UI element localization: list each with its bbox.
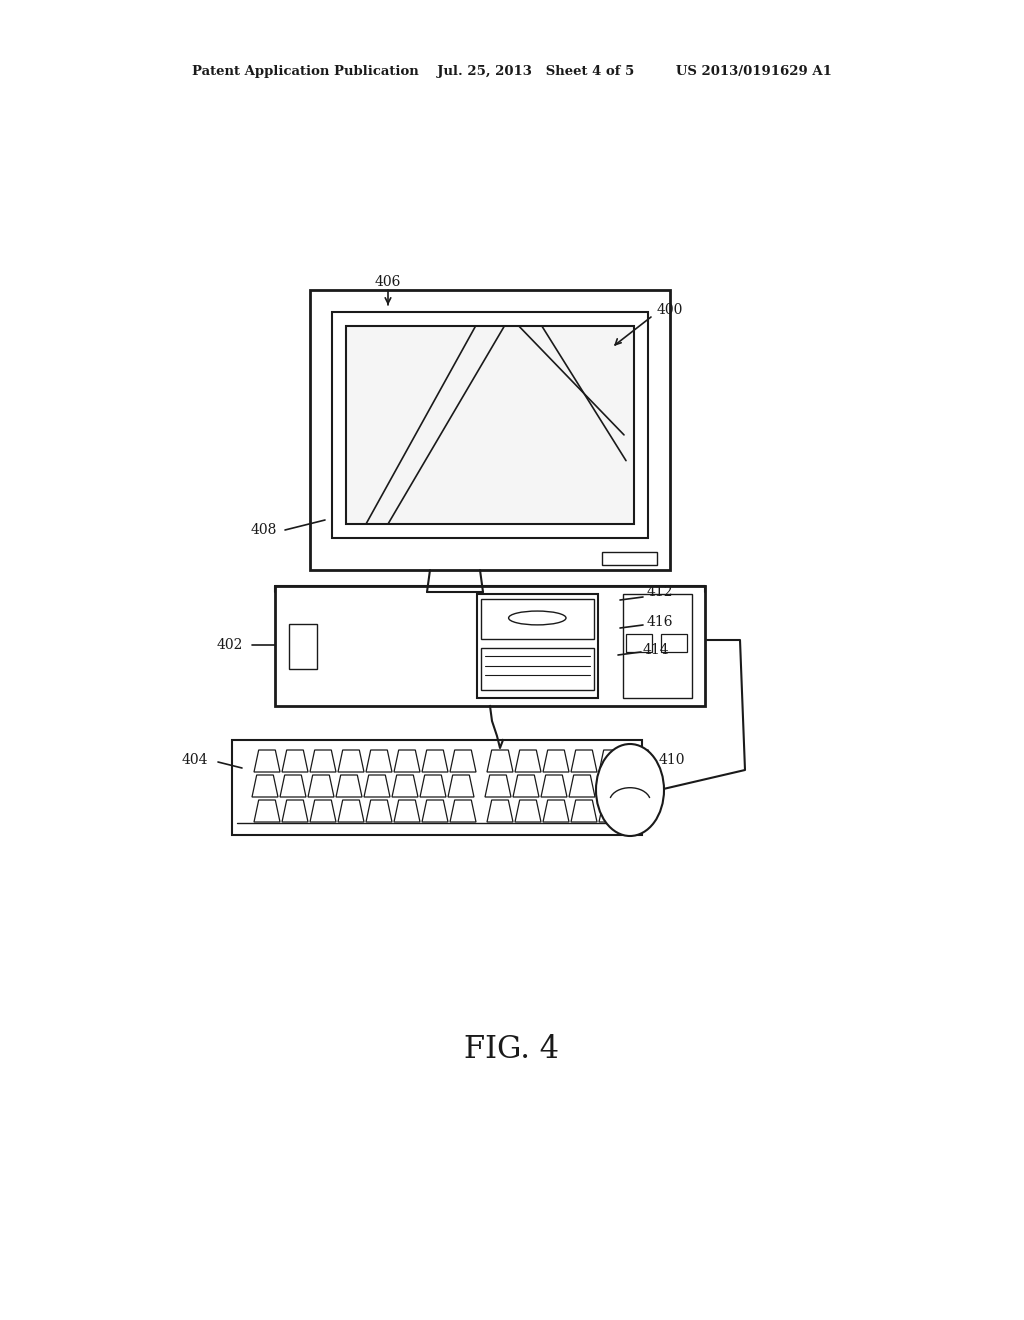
Bar xyxy=(602,552,657,565)
Polygon shape xyxy=(394,750,420,772)
Bar xyxy=(481,648,594,689)
Bar xyxy=(624,594,692,698)
Polygon shape xyxy=(515,750,541,772)
Polygon shape xyxy=(254,750,280,772)
Ellipse shape xyxy=(509,611,566,624)
Polygon shape xyxy=(599,750,625,772)
Polygon shape xyxy=(449,775,474,797)
Polygon shape xyxy=(541,775,567,797)
Polygon shape xyxy=(450,800,476,822)
Bar xyxy=(477,594,597,698)
Text: 404: 404 xyxy=(181,752,208,767)
Text: 416: 416 xyxy=(647,615,673,630)
Polygon shape xyxy=(597,775,623,797)
Bar xyxy=(627,634,652,652)
Polygon shape xyxy=(487,800,513,822)
Ellipse shape xyxy=(596,744,664,836)
Polygon shape xyxy=(543,750,569,772)
Text: 414: 414 xyxy=(643,643,670,657)
Text: Patent Application Publication    Jul. 25, 2013   Sheet 4 of 5         US 2013/0: Patent Application Publication Jul. 25, … xyxy=(193,66,831,78)
Polygon shape xyxy=(282,750,308,772)
Polygon shape xyxy=(571,800,597,822)
Polygon shape xyxy=(310,800,336,822)
Bar xyxy=(346,326,634,524)
Polygon shape xyxy=(282,800,308,822)
Bar xyxy=(232,741,642,836)
Polygon shape xyxy=(364,775,390,797)
Polygon shape xyxy=(627,800,653,822)
Text: 400: 400 xyxy=(656,304,683,317)
Polygon shape xyxy=(280,775,306,797)
Polygon shape xyxy=(422,800,449,822)
Polygon shape xyxy=(543,800,569,822)
Polygon shape xyxy=(513,775,539,797)
Polygon shape xyxy=(422,750,449,772)
Polygon shape xyxy=(308,775,334,797)
Text: 410: 410 xyxy=(658,752,685,767)
Polygon shape xyxy=(254,800,280,822)
Polygon shape xyxy=(392,775,418,797)
Polygon shape xyxy=(366,750,392,772)
Polygon shape xyxy=(310,750,336,772)
Text: 402: 402 xyxy=(217,638,243,652)
Polygon shape xyxy=(366,800,392,822)
Text: 406: 406 xyxy=(375,275,401,289)
Polygon shape xyxy=(625,775,651,797)
Polygon shape xyxy=(450,750,476,772)
Text: 408: 408 xyxy=(251,523,278,537)
Polygon shape xyxy=(336,775,362,797)
Bar xyxy=(332,312,648,539)
Bar xyxy=(275,586,705,706)
Polygon shape xyxy=(420,775,446,797)
Polygon shape xyxy=(571,750,597,772)
Bar xyxy=(310,290,670,570)
Polygon shape xyxy=(338,750,364,772)
Text: FIG. 4: FIG. 4 xyxy=(465,1035,559,1065)
Polygon shape xyxy=(569,775,595,797)
Polygon shape xyxy=(485,775,511,797)
Bar xyxy=(289,624,317,669)
Bar xyxy=(481,599,594,639)
Bar xyxy=(662,634,687,652)
Polygon shape xyxy=(252,775,278,797)
Polygon shape xyxy=(338,800,364,822)
Polygon shape xyxy=(599,800,625,822)
Polygon shape xyxy=(515,800,541,822)
Text: 412: 412 xyxy=(647,585,673,599)
Polygon shape xyxy=(487,750,513,772)
Polygon shape xyxy=(394,800,420,822)
Polygon shape xyxy=(627,750,653,772)
